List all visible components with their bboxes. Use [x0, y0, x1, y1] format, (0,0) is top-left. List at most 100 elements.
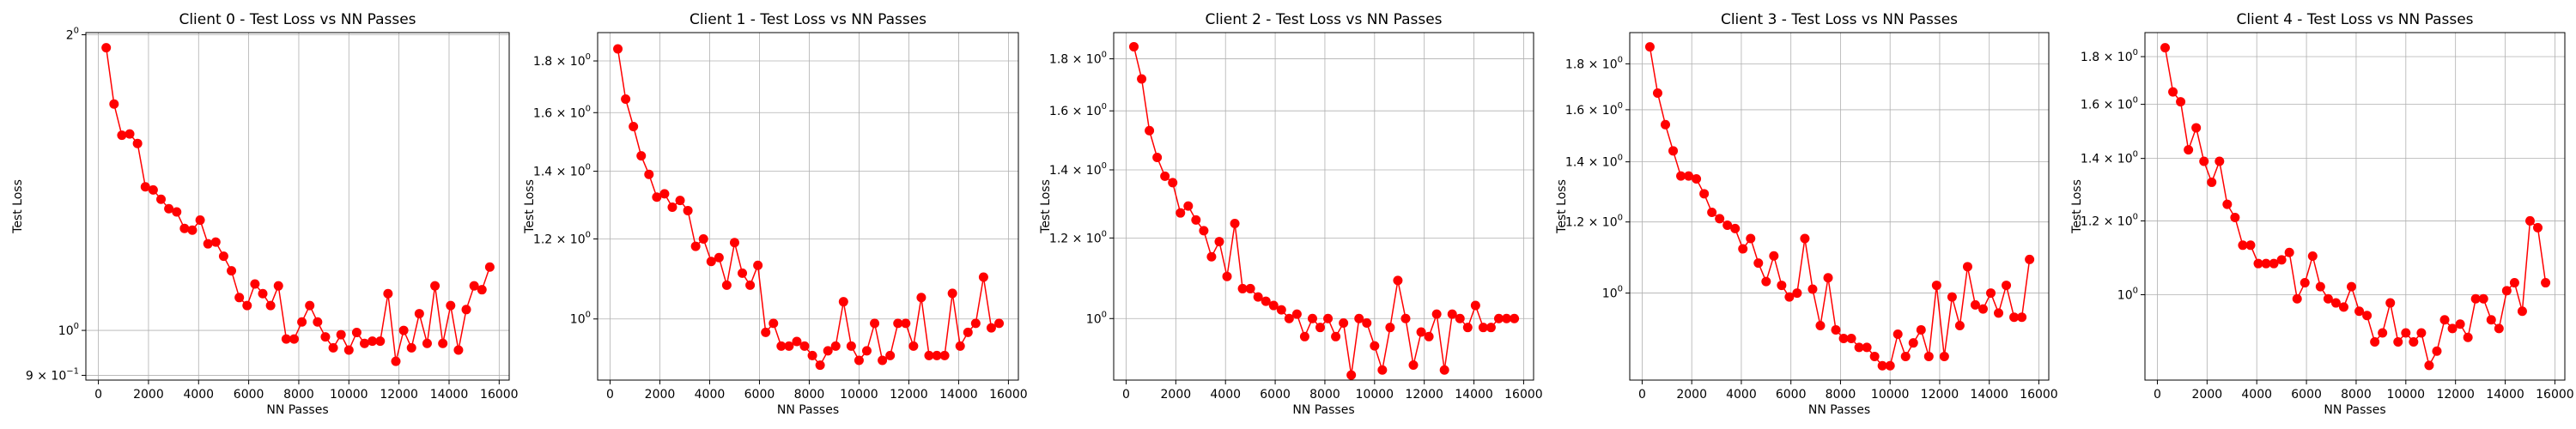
- data-point: [218, 251, 228, 262]
- data-point: [2269, 258, 2279, 269]
- data-point: [438, 338, 448, 348]
- data-point: [2300, 278, 2310, 288]
- data-point: [265, 300, 276, 311]
- data-point: [1370, 341, 1380, 351]
- data-point: [1455, 313, 1465, 323]
- x-tick-label: 2000: [645, 388, 676, 402]
- data-point: [1668, 146, 1679, 156]
- data-point: [1684, 171, 1694, 181]
- data-point: [1931, 281, 1941, 291]
- data-point: [1470, 300, 1480, 311]
- data-point: [2338, 302, 2348, 312]
- x-tick-label: 12000: [1405, 388, 1443, 402]
- y-tick-label: 1.2 × 100: [1565, 214, 1623, 230]
- data-point: [360, 338, 370, 348]
- data-point: [305, 300, 315, 311]
- y-tick-label: 1.8 × 100: [1049, 51, 1107, 67]
- data-point: [406, 342, 416, 353]
- data-point: [761, 327, 771, 337]
- x-tick-label: 6000: [2291, 388, 2322, 402]
- data-point: [148, 184, 158, 195]
- data-point: [368, 336, 378, 347]
- data-point: [769, 318, 779, 329]
- data-point: [2002, 281, 2012, 291]
- data-point: [1237, 283, 1248, 293]
- data-point: [258, 288, 268, 299]
- y-axis-label: Test Loss: [2070, 179, 2084, 234]
- data-point: [2401, 328, 2411, 338]
- data-point: [1377, 365, 1388, 375]
- data-point: [2199, 156, 2209, 166]
- x-axis-label: NN Passes: [2324, 403, 2385, 417]
- data-point: [179, 223, 190, 233]
- y-tick-label: 1.2 × 100: [2081, 212, 2138, 228]
- data-point: [2307, 251, 2318, 262]
- data-point: [1660, 119, 1670, 130]
- data-point: [461, 305, 471, 315]
- y-axis-label: Test Loss: [11, 179, 25, 234]
- y-tick-label: 1.8 × 100: [2081, 48, 2138, 64]
- data-point: [738, 268, 748, 278]
- chart-panel-4: 0 2000 4000 6000 8000 10000 12000 14000 16000 1.8…: [2070, 11, 2574, 417]
- data-point: [281, 334, 291, 344]
- data-point: [430, 281, 440, 291]
- chart-title: Client 3 - Test Loss vs NN Passes: [1721, 11, 1958, 28]
- data-point: [1385, 323, 1395, 333]
- data-point: [2533, 222, 2543, 233]
- data-point: [1815, 320, 1826, 330]
- data-point: [753, 260, 763, 270]
- data-point: [807, 350, 817, 360]
- data-point: [706, 257, 716, 267]
- data-point: [629, 122, 639, 132]
- data-point: [854, 355, 864, 366]
- data-point: [1331, 331, 1341, 341]
- data-point: [659, 189, 670, 199]
- data-point: [2494, 323, 2504, 334]
- data-point: [477, 285, 487, 295]
- chart-title: Client 4 - Test Loss vs NN Passes: [2236, 11, 2473, 28]
- x-tick-label: 14000: [1970, 388, 2008, 402]
- data-point: [1885, 360, 1895, 371]
- data-point: [273, 281, 283, 291]
- y-tick-label: 100: [570, 311, 591, 327]
- data-point: [2424, 360, 2434, 371]
- data-point: [2230, 213, 2240, 223]
- data-point: [313, 317, 323, 327]
- data-point: [690, 241, 701, 251]
- data-point: [908, 341, 919, 351]
- data-point: [1253, 292, 1263, 302]
- data-point: [1206, 251, 1217, 262]
- data-point: [1900, 351, 1911, 361]
- data-point: [2330, 298, 2341, 308]
- x-tick-label: 14000: [1455, 388, 1493, 402]
- x-tick-label: 6000: [1260, 388, 1291, 402]
- data-point: [1168, 178, 1178, 188]
- x-tick-label: 4000: [183, 388, 214, 402]
- data-point: [1400, 313, 1411, 323]
- data-point: [1916, 324, 1926, 335]
- y-tick-label: 1.4 × 100: [1565, 154, 1623, 170]
- x-axis-label: NN Passes: [1808, 403, 1870, 417]
- axes-frame: [85, 32, 510, 381]
- data-point: [1676, 171, 1686, 181]
- x-tick-label: 16000: [2020, 388, 2058, 402]
- data-point: [1753, 258, 1764, 269]
- y-tick-label: 1.4 × 100: [1049, 161, 1107, 178]
- data-point: [1939, 351, 1949, 361]
- data-point: [375, 336, 386, 347]
- data-point: [2276, 255, 2287, 265]
- x-tick-label: 6000: [1776, 388, 1807, 402]
- x-tick-label: 14000: [430, 388, 469, 402]
- y-tick-label: 100: [2117, 287, 2138, 303]
- data-point: [1838, 334, 1849, 344]
- data-point: [644, 169, 654, 179]
- data-point: [2215, 156, 2225, 166]
- data-point: [1183, 201, 1194, 211]
- data-point: [1346, 370, 1357, 380]
- data-point: [2315, 281, 2325, 292]
- chart-title: Client 2 - Test Loss vs NN Passes: [1205, 11, 1442, 28]
- x-tick-label: 10000: [330, 388, 368, 402]
- data-point: [453, 345, 464, 355]
- data-point: [446, 300, 456, 311]
- data-point: [1315, 323, 1326, 333]
